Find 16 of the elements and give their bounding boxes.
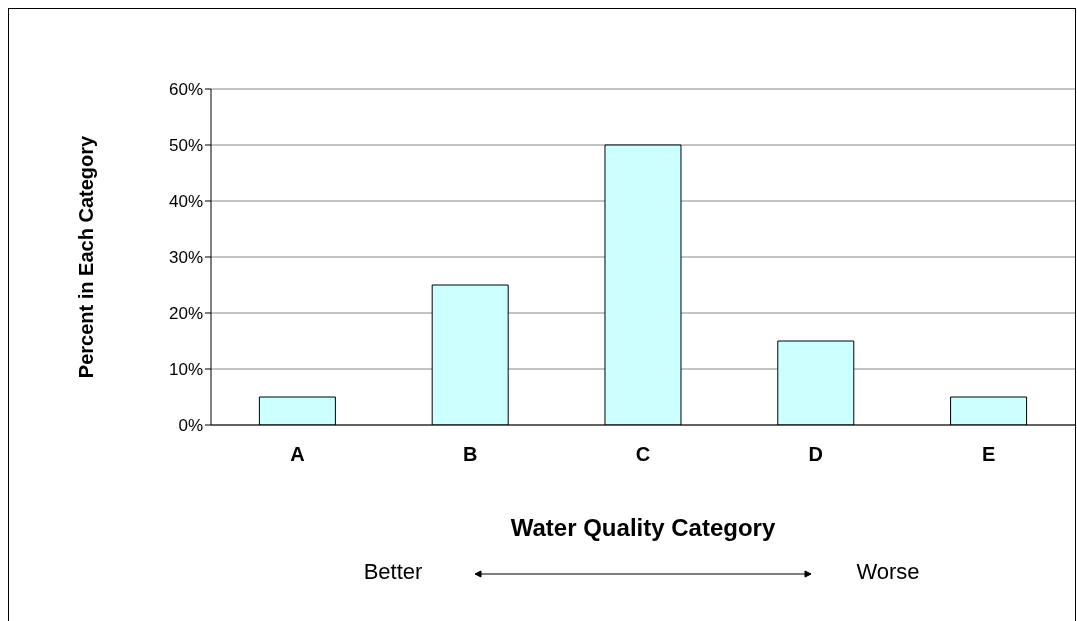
x-tick-label: B: [462, 443, 478, 466]
y-tick-label: 10%: [168, 360, 203, 380]
x-tick-label: D: [808, 443, 824, 466]
x-tick-label: E: [981, 443, 996, 466]
y-axis-title: Percent in Each Category: [74, 135, 98, 379]
y-tick-label: 0%: [178, 416, 203, 436]
x-axis-title: Water Quality Category: [510, 514, 776, 542]
y-tick-label: 50%: [168, 136, 203, 156]
y-tick-label: 60%: [168, 80, 203, 100]
y-tick-label: 40%: [168, 192, 203, 212]
text: Better: [363, 559, 423, 585]
y-tick-label: 20%: [168, 304, 203, 324]
x-tick-label: A: [290, 443, 305, 466]
text: Worse: [856, 559, 920, 585]
x-tick-label: C: [635, 443, 651, 466]
y-tick-label: 30%: [168, 248, 203, 268]
